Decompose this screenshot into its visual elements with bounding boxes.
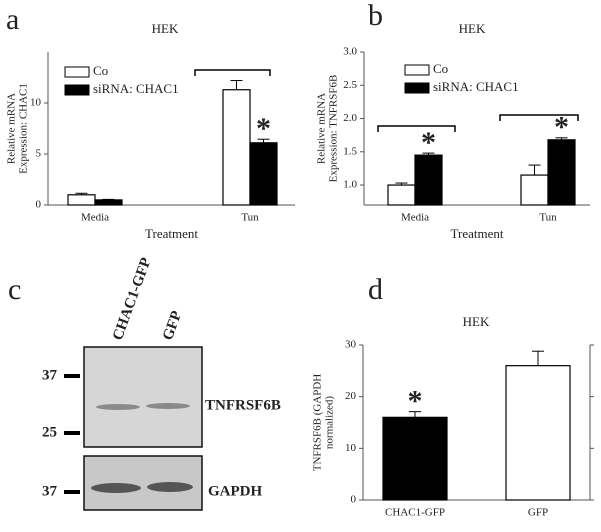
x-axis-label: Treatment [451, 226, 504, 241]
marker-label: 37 [42, 367, 58, 383]
significance-marker: * [554, 111, 569, 144]
x-axis-label: Treatment [145, 226, 198, 241]
legend-swatch [404, 64, 430, 76]
significance-marker: * [408, 385, 423, 418]
y-axis-label: Relative mRNA [316, 93, 328, 164]
legend-label: Co [93, 63, 108, 78]
lane-label: GFP [160, 309, 185, 343]
panel-label: b [368, 0, 383, 32]
x-tick-label: Tun [241, 212, 259, 224]
lane-label: CHAC1-GFP [110, 256, 155, 343]
y-tick-label: 0 [351, 494, 357, 506]
blot-membrane [83, 346, 203, 448]
x-tick-label: Media [81, 212, 109, 224]
x-tick-label: GFP [528, 507, 548, 519]
bar [414, 154, 443, 206]
marker-tick [64, 431, 80, 435]
bar [222, 89, 251, 206]
marker-tick [64, 490, 80, 494]
bar [249, 142, 278, 206]
y-tick-label: 2.5 [343, 79, 357, 91]
significance-marker: * [421, 126, 436, 159]
panel-label: a [6, 3, 19, 36]
significance-marker: * [256, 112, 271, 145]
band-label: GAPDH [208, 483, 262, 499]
legend-label: siRNA: CHAC1 [433, 79, 519, 94]
y-tick-label: 0 [36, 199, 42, 211]
blot-band [91, 483, 141, 493]
panel-label: d [368, 273, 383, 306]
x-tick-label: Media [401, 212, 429, 224]
y-tick-label: 10 [30, 97, 42, 109]
bar [547, 139, 576, 206]
y-tick-label: 1.5 [343, 145, 357, 157]
panel-label: c [8, 273, 21, 306]
blot-band [147, 482, 193, 492]
chart-title: HEK [463, 314, 490, 329]
x-tick-label: Tun [539, 212, 557, 224]
y-tick-label: 3.0 [343, 46, 357, 58]
y-axis-label: Expression: TNFRSF6B [328, 75, 340, 183]
legend-swatch [64, 84, 90, 96]
bar [387, 184, 416, 206]
marker-label: 37 [42, 483, 58, 499]
y-axis-label: Expression: CHAC1 [18, 83, 30, 174]
y-axis-label: Relative mRNA [6, 93, 18, 164]
legend-swatch [64, 66, 90, 78]
y-axis-label: normalized) [324, 396, 336, 449]
marker-label: 25 [42, 424, 57, 440]
legend-label: Co [433, 61, 448, 76]
y-tick-label: 5 [36, 148, 42, 160]
bar [382, 416, 448, 501]
bar [505, 365, 571, 501]
significance-bracket [377, 125, 456, 132]
y-tick-label: 30 [345, 339, 357, 351]
legend-label: siRNA: CHAC1 [93, 81, 179, 96]
blot-band [146, 403, 190, 409]
y-tick-label: 2.0 [343, 112, 357, 124]
y-axis-label: TNFRSF6B (GAPDH [312, 374, 324, 472]
blot-band [96, 404, 140, 410]
marker-tick [64, 374, 80, 378]
y-tick-label: 1.0 [343, 179, 357, 191]
bar [520, 174, 549, 206]
legend-swatch [404, 82, 430, 94]
bar [67, 194, 96, 206]
x-tick-label: CHAC1-GFP [385, 507, 445, 519]
significance-bracket [499, 114, 579, 121]
y-tick-label: 20 [345, 390, 357, 402]
chart-title: HEK [459, 21, 486, 36]
western-blot: CHAC1-GFP GFP 37 25 37 TNFRSF6B GAPDH [42, 256, 281, 511]
chart-title: HEK [152, 21, 179, 36]
significance-bracket [194, 69, 271, 76]
bar [94, 199, 123, 206]
y-tick-label: 10 [345, 442, 357, 454]
blot-membrane [83, 455, 203, 511]
band-label: TNFRSF6B [205, 397, 281, 413]
